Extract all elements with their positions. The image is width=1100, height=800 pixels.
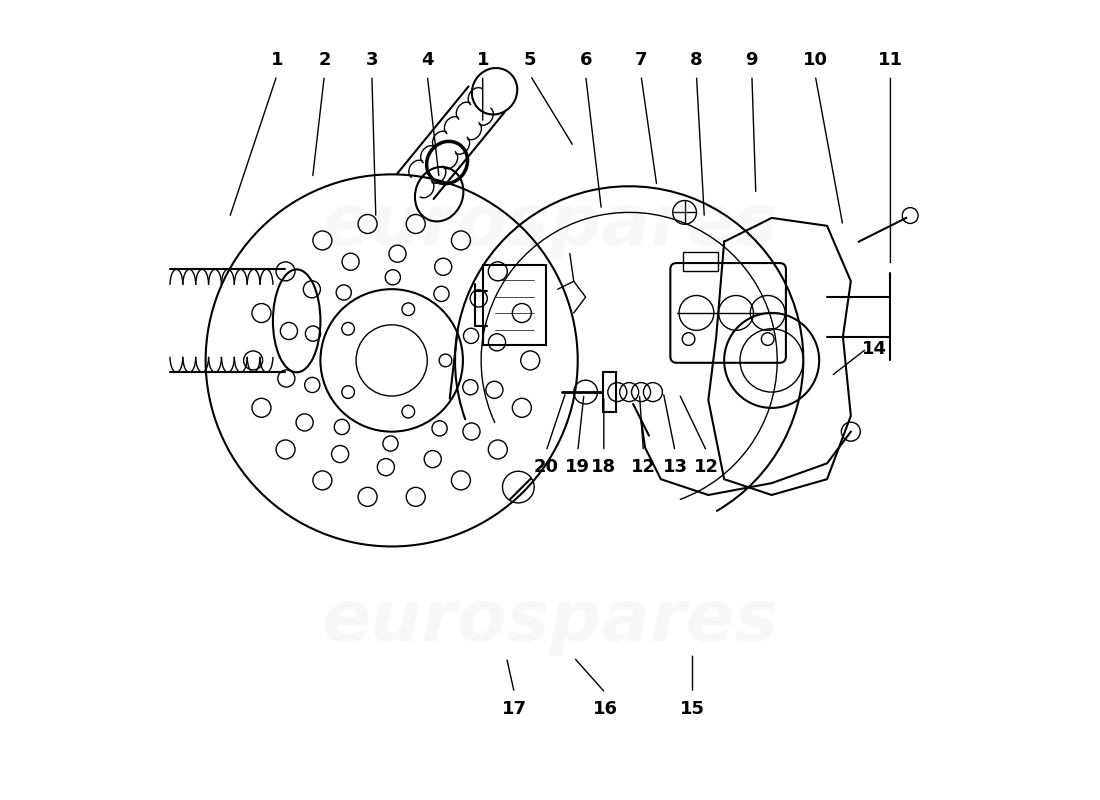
Text: 4: 4 bbox=[421, 50, 433, 69]
Text: 11: 11 bbox=[878, 50, 903, 69]
Text: 1: 1 bbox=[271, 50, 283, 69]
Text: 12: 12 bbox=[694, 458, 719, 476]
Text: 18: 18 bbox=[592, 458, 616, 476]
Text: eurospares: eurospares bbox=[321, 587, 779, 656]
Text: 3: 3 bbox=[365, 50, 378, 69]
Text: 6: 6 bbox=[580, 50, 592, 69]
Text: 9: 9 bbox=[746, 50, 758, 69]
Text: eurospares: eurospares bbox=[321, 191, 779, 260]
Text: 7: 7 bbox=[635, 50, 647, 69]
Text: 12: 12 bbox=[631, 458, 656, 476]
Text: 19: 19 bbox=[565, 458, 591, 476]
Text: 14: 14 bbox=[862, 339, 887, 358]
Text: 5: 5 bbox=[524, 50, 537, 69]
Text: 2: 2 bbox=[318, 50, 331, 69]
Text: 1: 1 bbox=[476, 50, 490, 69]
Text: 17: 17 bbox=[502, 700, 527, 718]
Text: 16: 16 bbox=[593, 700, 618, 718]
Text: 15: 15 bbox=[680, 700, 705, 718]
Text: 20: 20 bbox=[534, 458, 559, 476]
Text: 8: 8 bbox=[690, 50, 703, 69]
Text: 13: 13 bbox=[662, 458, 688, 476]
Text: 10: 10 bbox=[803, 50, 827, 69]
